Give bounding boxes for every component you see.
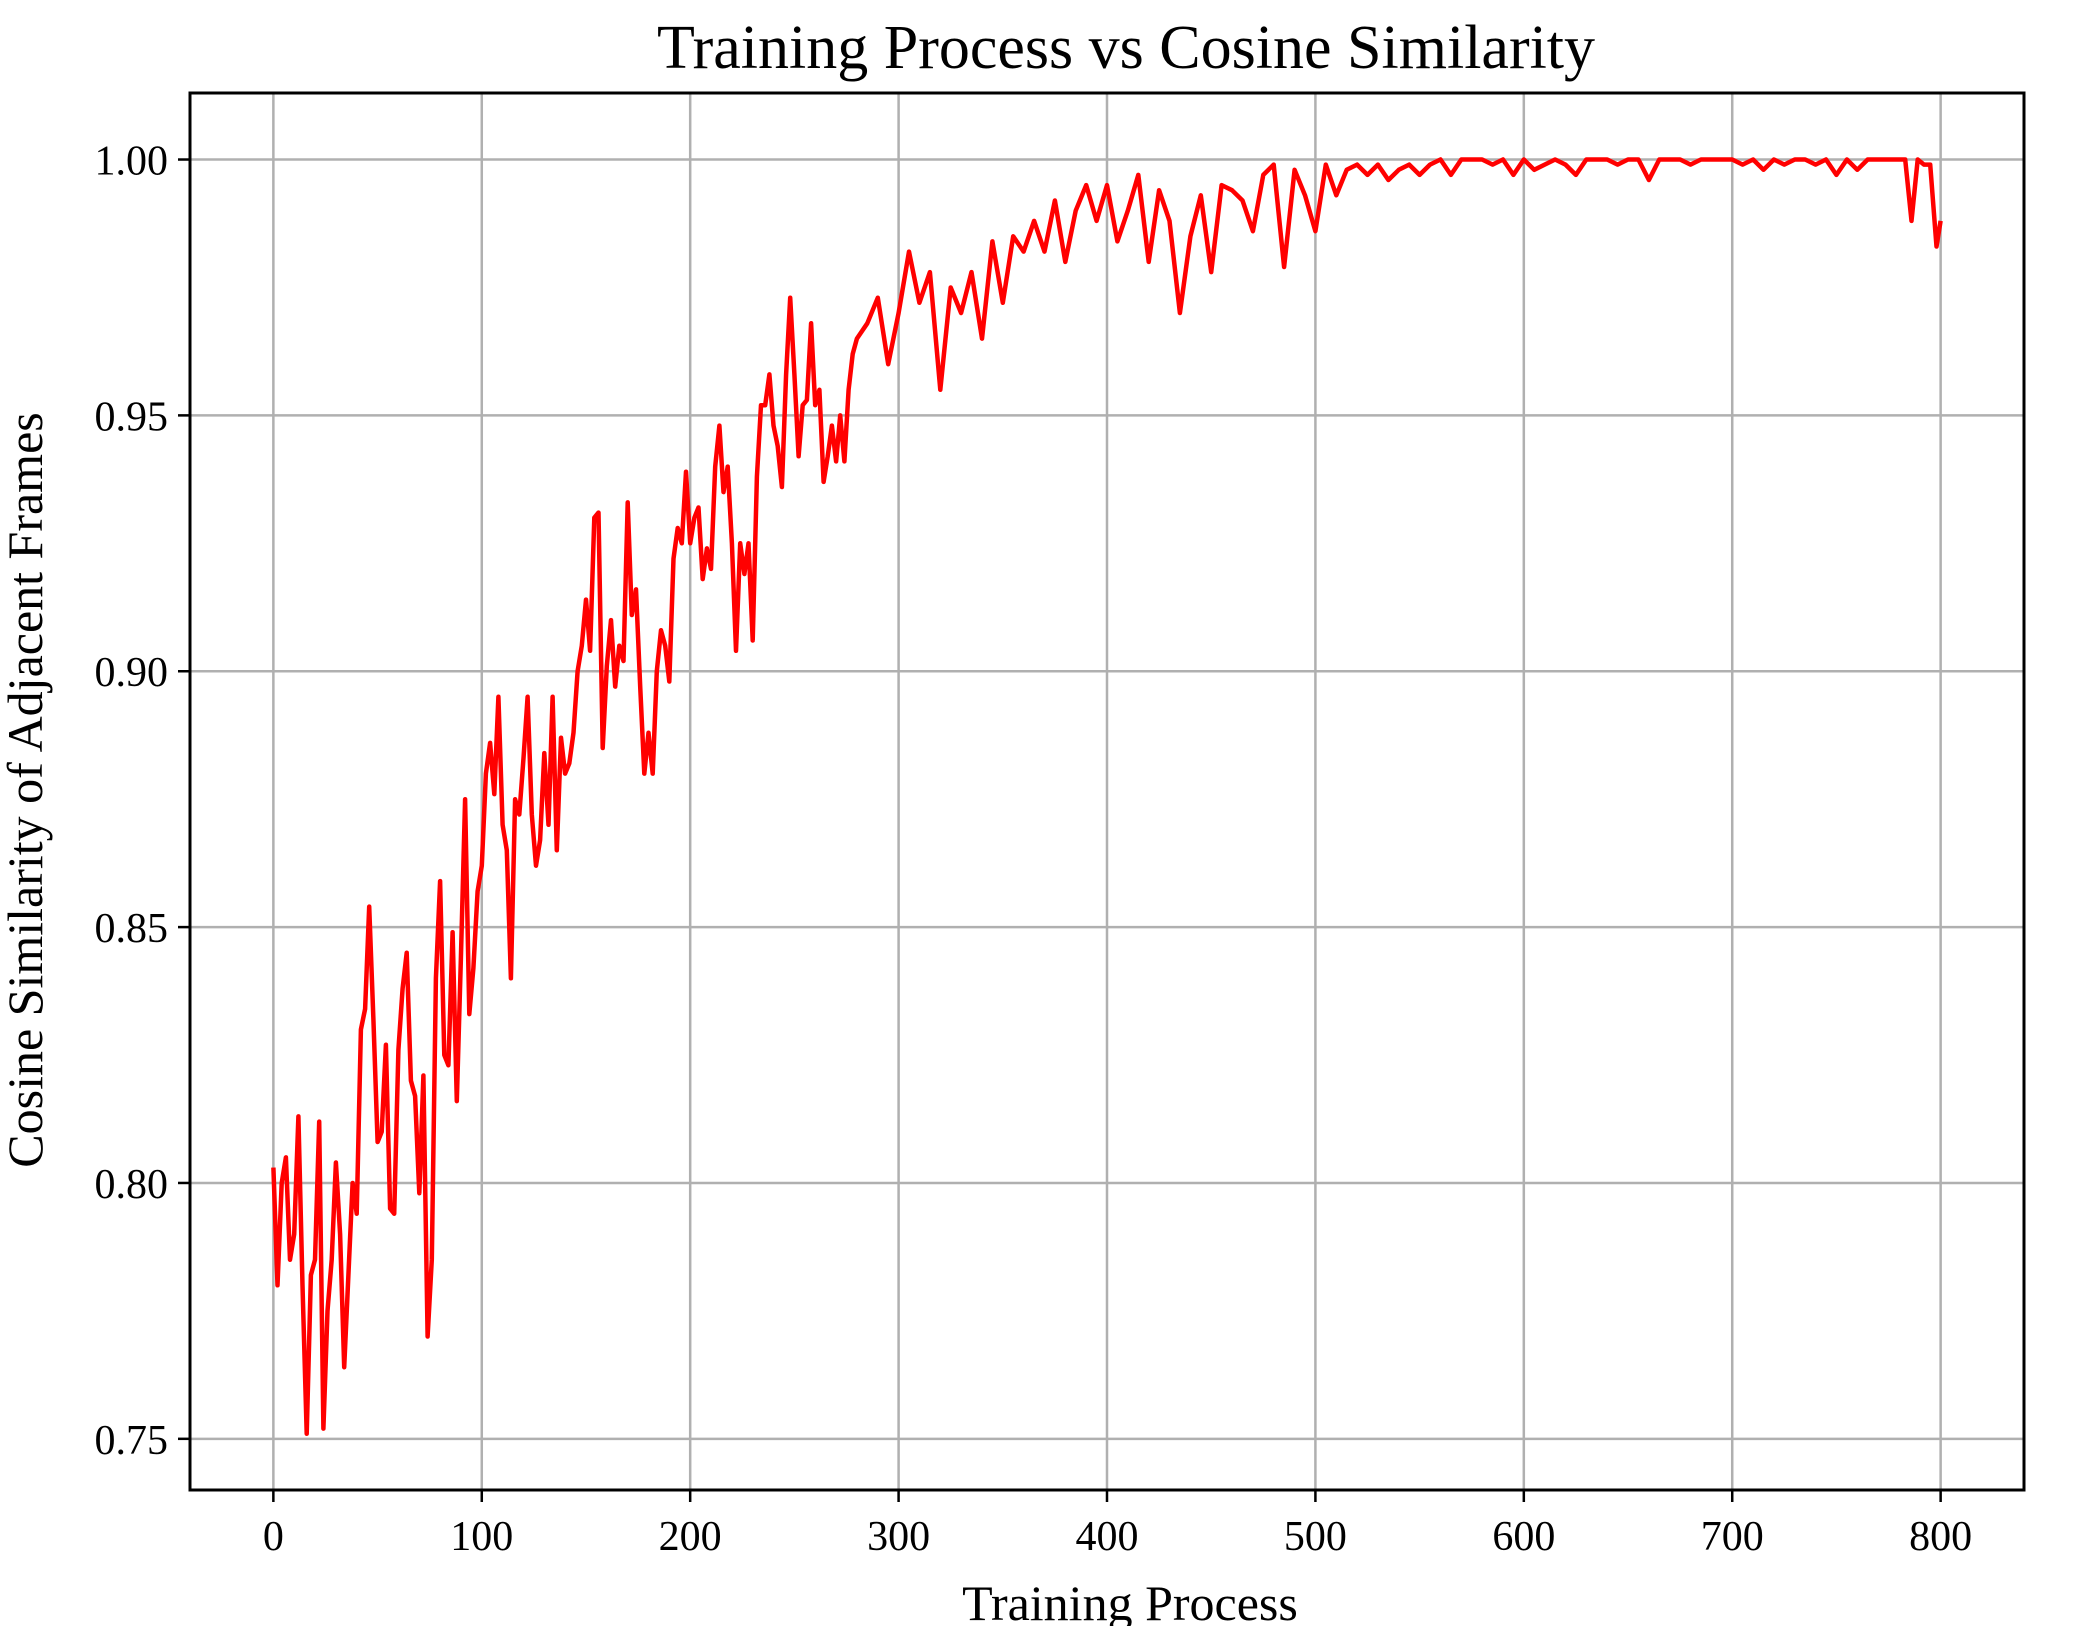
x-tick-label: 700 bbox=[1701, 1514, 1764, 1560]
x-tick-label: 600 bbox=[1492, 1514, 1555, 1560]
series-layer bbox=[271, 157, 1943, 1436]
x-axis-label: Training Process bbox=[962, 1575, 1298, 1626]
x-tick-label: 200 bbox=[659, 1514, 722, 1560]
series-line bbox=[271, 157, 1943, 1436]
grid bbox=[190, 93, 2024, 1490]
y-tick-label: 0.80 bbox=[95, 1162, 169, 1208]
x-tick-label: 500 bbox=[1284, 1514, 1347, 1560]
y-tick-label: 0.95 bbox=[95, 394, 169, 440]
x-tick-label: 0 bbox=[263, 1514, 284, 1560]
y-tick-label: 0.85 bbox=[95, 906, 169, 952]
x-tick-label: 800 bbox=[1909, 1514, 1972, 1560]
y-tick-label: 0.90 bbox=[95, 650, 169, 696]
x-tick-label: 400 bbox=[1076, 1514, 1139, 1560]
x-tick-label: 100 bbox=[450, 1514, 513, 1560]
y-axis: 0.75 0.80 0.85 0.90 0.95 1.00 bbox=[95, 139, 190, 1464]
y-tick-label: 1.00 bbox=[95, 139, 169, 185]
y-axis-label: Cosine Similarity of Adjacent Frames bbox=[0, 412, 53, 1167]
y-tick-label: 0.75 bbox=[95, 1418, 169, 1464]
x-tick-label: 300 bbox=[867, 1514, 930, 1560]
chart-title: Training Process vs Cosine Similarity bbox=[657, 14, 1595, 82]
x-axis: 0 100 200 300 400 500 600 700 800 bbox=[263, 1490, 1972, 1560]
